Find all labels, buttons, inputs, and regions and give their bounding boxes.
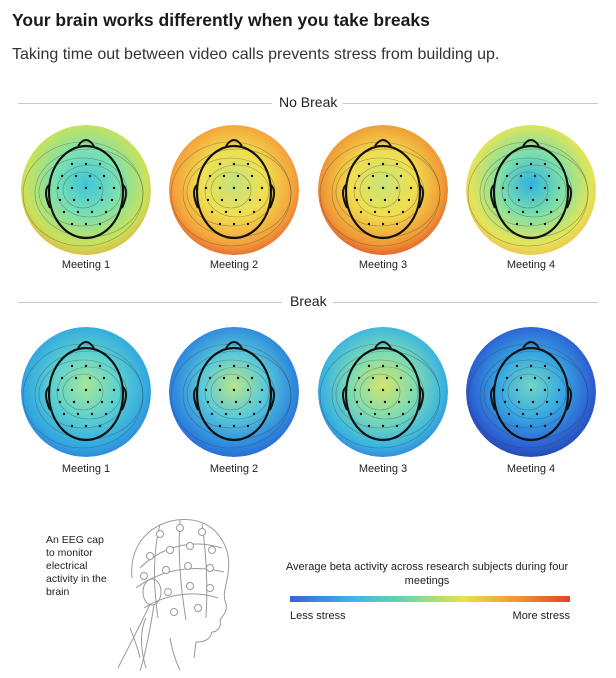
legend-low-label: Less stress — [290, 610, 346, 622]
legend-high-label: More stress — [512, 610, 570, 622]
section-label-no-break: No Break — [273, 94, 344, 110]
section-divider-right — [332, 302, 598, 303]
brain-map-break-2 — [168, 326, 300, 458]
brain-map-no-break-1 — [20, 124, 152, 256]
meeting-label: Meeting 3 — [358, 259, 408, 271]
page-title: Your brain works differently when you ta… — [12, 10, 430, 30]
section-divider-left — [18, 103, 272, 104]
meeting-label: Meeting 2 — [209, 463, 259, 475]
eeg-cap-illustration — [117, 519, 230, 672]
section-divider-right — [342, 103, 598, 104]
meeting-label: Meeting 1 — [61, 259, 111, 271]
brain-map-no-break-3 — [317, 124, 449, 256]
legend-color-scale — [290, 596, 570, 602]
section-divider-left — [18, 302, 282, 303]
brain-map-no-break-2 — [168, 124, 300, 256]
meeting-label: Meeting 3 — [358, 463, 408, 475]
brain-map-break-4 — [465, 326, 597, 458]
meeting-label: Meeting 4 — [506, 463, 556, 475]
brain-map-break-3 — [317, 326, 449, 458]
meeting-label: Meeting 2 — [209, 259, 259, 271]
legend-title: Average beta activity across research su… — [285, 561, 569, 587]
page-subtitle: Taking time out between video calls prev… — [12, 46, 500, 63]
section-label-break: Break — [284, 293, 333, 309]
meeting-label: Meeting 1 — [61, 463, 111, 475]
brain-map-no-break-4 — [465, 124, 597, 256]
eeg-cap-note: An EEG cap to monitor electrical activit… — [46, 534, 107, 598]
brain-map-break-1 — [20, 326, 152, 458]
meeting-label: Meeting 4 — [506, 259, 556, 271]
